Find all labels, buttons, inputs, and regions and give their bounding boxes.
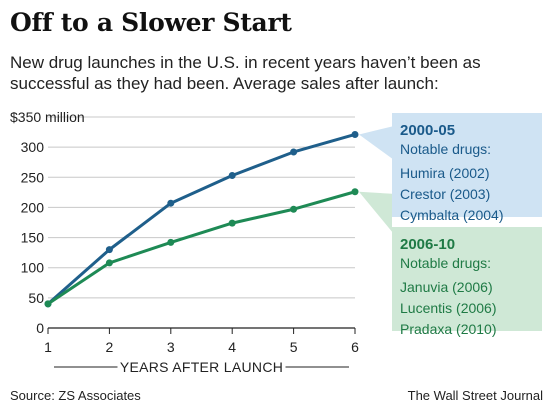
data-point [167,238,175,246]
legend-pointer-2000-05 [359,126,392,159]
legend-box-2006-10: 2006-10 Notable drugs: Januvia (2006) Lu… [392,227,542,337]
x-tick-label: 2 [106,339,114,355]
legend-title-2006-10: 2006-10 [400,236,456,253]
legend-box-2000-05: 2000-05 Notable drugs: Humira (2002) Cre… [392,113,542,223]
data-point [228,219,236,227]
series-layer [44,130,359,308]
y-tick-label: 50 [28,290,44,306]
data-point [290,205,298,213]
chart-title: Off to a Slower Start [10,8,292,37]
x-tick-label: 1 [44,339,52,355]
series-line-2006-10 [47,190,356,306]
x-tick-label: 6 [351,339,359,355]
x-tick-label: 3 [167,339,175,355]
y-tick-label: 250 [21,169,45,185]
legend-subtitle-2000-05: Notable drugs: [400,141,492,157]
grid-layer [48,116,355,299]
legend-pointer-layer [359,126,392,232]
legend-item: Pradaxa (2010) [400,321,497,337]
legend-pointer-2006-10 [359,191,392,232]
series-line-2000-05 [47,133,356,306]
y-tick-label: 150 [21,230,45,246]
x-tick-label: 5 [290,339,298,355]
data-point [351,188,359,196]
data-point [228,171,236,179]
y-tick-label: 0 [36,320,44,336]
legend-item: Lucentis (2006) [400,300,497,316]
data-point [105,259,113,267]
data-point [290,148,298,156]
legend-item: Januvia (2006) [400,279,493,295]
legend-item: Cymbalta (2004) [400,207,504,223]
y-tick-label: $350 million [10,109,85,125]
source-note: Source: ZS Associates [10,388,141,403]
x-axis-title: YEARS AFTER LAUNCH [120,359,283,375]
legend-title-2000-05: 2000-05 [400,122,456,139]
y-tick-label: 300 [21,139,45,155]
data-point [105,246,113,254]
legend-item: Crestor (2003) [400,186,491,202]
y-tick-label: 200 [21,199,45,215]
y-tick-label: 100 [21,260,45,276]
data-point [351,130,359,138]
legend-item: Humira (2002) [400,165,490,181]
data-point [44,300,52,308]
chart-subtitle: New drug launches in the U.S. in recent … [10,53,481,93]
publisher-credit: The Wall Street Journal [407,388,543,403]
legend-subtitle-2006-10: Notable drugs: [400,255,492,271]
x-tick-label: 4 [228,339,236,355]
axis-layer: 0 50 100 150 200 250 300 $350 million 1 2 3 4 5 6 YEAR… [10,109,359,375]
data-point [167,199,175,207]
